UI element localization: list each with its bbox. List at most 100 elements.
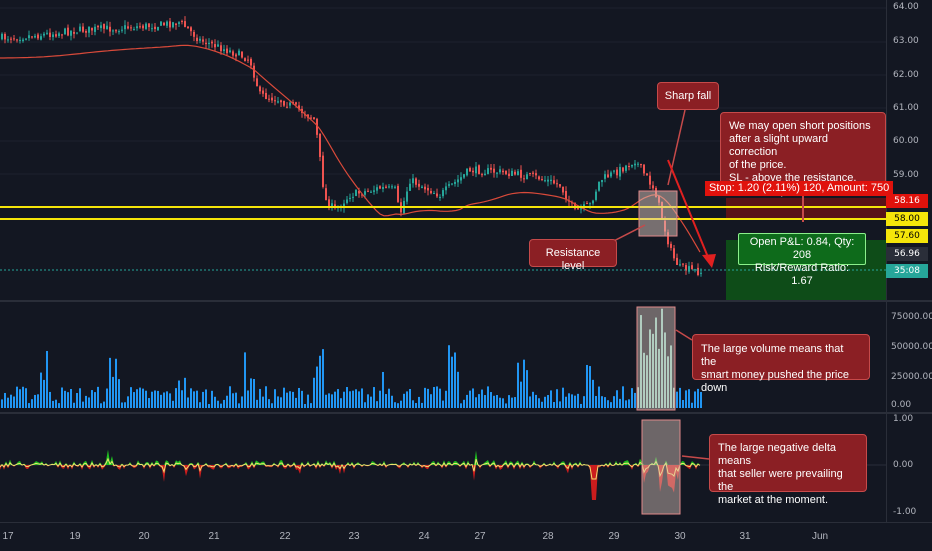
candle-body — [4, 33, 6, 40]
volume-bar — [139, 387, 141, 408]
volume-bar — [31, 399, 33, 408]
candle-body — [205, 42, 207, 45]
candle-body — [130, 27, 132, 29]
candle-body — [271, 97, 273, 101]
volume-tick: 25000.00 — [891, 372, 932, 382]
delta-positive-area — [0, 449, 700, 465]
volume-bar — [484, 395, 486, 408]
volume-bar — [55, 399, 57, 408]
volume-bar — [280, 397, 282, 408]
candle-body — [133, 29, 135, 31]
volume-bar — [604, 397, 606, 408]
candle-body — [289, 102, 291, 106]
candle-body — [676, 257, 678, 265]
delta-pane[interactable]: 1.00 0.00 -1.00 The large negative delta… — [0, 414, 932, 522]
volume-bar — [214, 396, 216, 408]
volume-bar — [235, 392, 237, 408]
volume-bar — [70, 388, 72, 408]
price-pane[interactable]: 64.00 63.00 62.00 61.00 60.00 59.00 58.1… — [0, 0, 932, 300]
volume-bar — [679, 387, 681, 408]
volume-bar — [67, 392, 69, 408]
pane-separator[interactable] — [0, 412, 932, 414]
candle-body — [106, 25, 108, 30]
volume-bar — [271, 403, 273, 408]
volume-bar — [52, 400, 54, 408]
volume-bar — [328, 393, 330, 408]
candle-body — [91, 27, 93, 31]
delta-highlight — [641, 419, 681, 515]
candlestick-series — [1, 16, 702, 277]
candle-body — [427, 188, 429, 191]
resistance-text: Resistance level — [545, 247, 601, 272]
volume-bar — [196, 390, 198, 408]
candle-body — [58, 33, 60, 37]
candle-body — [592, 200, 594, 204]
candle-body — [82, 26, 84, 32]
candle-body — [559, 184, 561, 187]
volume-bar — [109, 357, 111, 408]
stop-order-label[interactable]: Stop: 1.20 (2.11%) 120, Amount: 750 — [705, 181, 894, 196]
volume-callout-line: smart money pushed the price down — [701, 369, 849, 394]
candle-body — [31, 36, 33, 38]
volume-bar — [49, 391, 51, 408]
candle-body — [469, 167, 471, 172]
candle-body — [586, 203, 588, 205]
volume-bar — [487, 386, 489, 408]
volume-bar — [283, 387, 285, 408]
volume-bar — [112, 376, 114, 408]
volume-bar — [526, 370, 528, 408]
volume-bar — [247, 390, 249, 408]
candle-body — [553, 180, 555, 184]
candle-body — [550, 179, 552, 182]
volume-bar — [154, 390, 156, 408]
date-tick: 21 — [208, 531, 220, 542]
volume-bar — [232, 393, 234, 408]
volume-pane[interactable]: 75000.00 50000.00 25000.00 0.00 The larg… — [0, 302, 932, 412]
price-tick: 60.00 — [893, 136, 919, 146]
volume-bar — [688, 389, 690, 408]
candle-body — [484, 173, 486, 176]
volume-bar — [610, 402, 612, 408]
callout-pointer-sharp-fall — [667, 109, 686, 186]
volume-bar — [457, 371, 459, 408]
price-tick: 63.00 — [893, 36, 919, 46]
volume-bar — [436, 386, 438, 408]
volume-bar — [397, 403, 399, 408]
volume-bar — [514, 397, 516, 408]
candle-body — [628, 165, 630, 167]
candle-body — [94, 26, 96, 32]
delta-axis[interactable]: 1.00 0.00 -1.00 — [886, 414, 932, 522]
candle-body — [286, 106, 288, 108]
volume-bar — [265, 386, 267, 408]
volume-bar — [58, 403, 60, 408]
candle-body — [694, 269, 696, 271]
candle-body — [397, 185, 399, 202]
volume-bar — [451, 356, 453, 408]
volume-bar — [100, 403, 102, 408]
volume-bar — [475, 397, 477, 408]
volume-bar — [229, 386, 231, 408]
candle-body — [238, 50, 240, 56]
candle-body — [55, 34, 57, 37]
volume-bar — [418, 396, 420, 408]
candle-body — [112, 30, 114, 32]
volume-axis[interactable]: 75000.00 50000.00 25000.00 0.00 — [886, 302, 932, 412]
volume-bar — [697, 388, 699, 408]
pane-separator[interactable] — [0, 300, 932, 302]
price-axis[interactable]: 64.00 63.00 62.00 61.00 60.00 59.00 — [886, 0, 932, 300]
volume-bar — [502, 398, 504, 408]
volume-bar — [250, 378, 252, 408]
volume-bar — [160, 394, 162, 408]
volume-bar — [76, 393, 78, 408]
volume-bar — [145, 390, 147, 408]
candle-body — [478, 165, 480, 175]
price-tick: 62.00 — [893, 70, 919, 80]
position-pnl-label[interactable]: Open P&L: 0.84, Qty: 208 Risk/Reward Rat… — [738, 233, 866, 287]
time-axis[interactable]: 17 19 20 21 22 23 24 27 28 29 30 31 Jun — [0, 522, 932, 551]
volume-bar — [427, 388, 429, 408]
candle-body — [697, 267, 699, 276]
volume-bar — [541, 401, 543, 408]
candle-body — [565, 191, 567, 200]
volume-bar — [550, 390, 552, 408]
volume-chart[interactable] — [0, 302, 886, 412]
